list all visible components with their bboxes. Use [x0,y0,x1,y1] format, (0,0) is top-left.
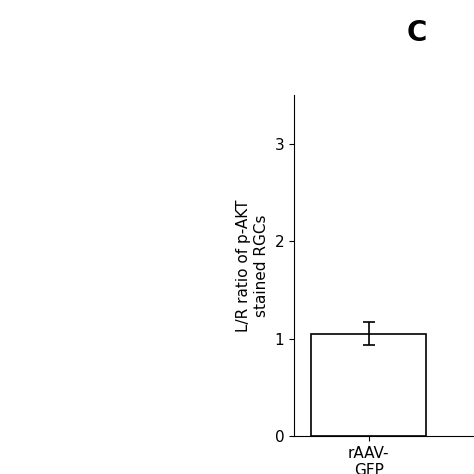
Y-axis label: L/R ratio of p-AKT
stained RGCs: L/R ratio of p-AKT stained RGCs [237,199,269,332]
Text: C: C [407,19,427,47]
Bar [311,334,426,436]
